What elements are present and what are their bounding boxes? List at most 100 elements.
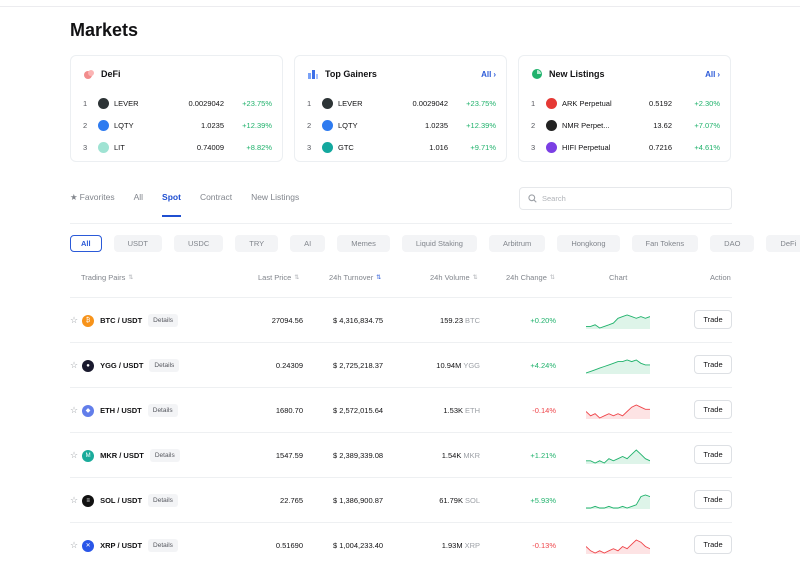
- pair-name[interactable]: MKR / USDT: [100, 451, 144, 460]
- pair-name[interactable]: SOL / USDT: [100, 496, 143, 505]
- card-list-item[interactable]: 1 ARK Perpetual 0.5192 +2.30%: [531, 92, 720, 114]
- rank: 2: [307, 120, 312, 130]
- pair-name[interactable]: XRP / USDT: [100, 541, 143, 550]
- card-list-item[interactable]: 2 NMR Perpet... 13.62 +7.07%: [531, 114, 720, 136]
- card-top-gainers: Top Gainers All › 1 LEVER 0.0029042 +23.75% 2…: [294, 55, 507, 162]
- volume: 1.54K: [441, 451, 462, 460]
- chip-arbitrum[interactable]: Arbitrum: [488, 235, 546, 252]
- coin-name: NMR Perpet...: [562, 120, 610, 130]
- coin-price: 0.0029042: [412, 98, 448, 108]
- card-list-item[interactable]: 3 HIFI Perpetual 0.7216 +4.61%: [531, 136, 720, 158]
- coin-icon: [546, 119, 557, 131]
- details-button[interactable]: Details: [148, 314, 179, 327]
- volume-cell: 61.79K SOL: [410, 478, 480, 523]
- coin-change: +23.75%: [242, 98, 272, 108]
- change: +5.93%: [530, 496, 556, 505]
- trade-button[interactable]: Trade: [694, 310, 732, 329]
- coin-icon: [98, 97, 109, 109]
- tab-favorites[interactable]: ★ Favorites: [70, 192, 115, 211]
- star-icon[interactable]: ☆: [70, 495, 79, 505]
- volume: 159.23: [440, 316, 463, 325]
- trade-button[interactable]: Trade: [694, 490, 732, 509]
- trade-button[interactable]: Trade: [694, 400, 732, 419]
- card-list-item[interactable]: 2 LQTY 1.0235 +12.39%: [307, 114, 496, 136]
- header-24h-change[interactable]: 24h Change ⇅: [506, 273, 555, 282]
- star-icon[interactable]: ☆: [70, 315, 79, 325]
- coin-name: LQTY: [114, 120, 134, 130]
- chip-liquid-staking[interactable]: Liquid Staking: [401, 235, 477, 252]
- chip-memes[interactable]: Memes: [337, 235, 390, 252]
- market-cards: DeFi 1 LEVER 0.0029042 +23.75% 2 LQTY 1.0235 +1…: [70, 55, 732, 162]
- sparkline-area: [586, 539, 650, 554]
- chip-defi[interactable]: DeFi: [766, 235, 800, 252]
- star-icon: ★: [70, 192, 78, 202]
- header-label: Action: [710, 273, 731, 282]
- star-icon[interactable]: ☆: [70, 450, 79, 460]
- chip-usdc[interactable]: USDC: [174, 235, 224, 252]
- volume-unit: SOL: [464, 496, 480, 505]
- header-last-price[interactable]: Last Price ⇅: [258, 273, 299, 282]
- rank: 3: [531, 142, 536, 152]
- card-list-item[interactable]: 1 LEVER 0.0029042 +23.75%: [83, 92, 272, 114]
- category-chips: All USDT USDC TRY AI Memes Liquid Staking Arbit…: [70, 235, 800, 252]
- new-listings-all-link[interactable]: All ›: [705, 70, 720, 79]
- header-24h-turnover[interactable]: 24h Turnover ⇅: [329, 273, 381, 282]
- coin-change: +8.82%: [246, 142, 272, 152]
- chip-try[interactable]: TRY: [235, 235, 279, 252]
- tab-contract[interactable]: Contract: [200, 192, 232, 211]
- trade-button[interactable]: Trade: [694, 355, 732, 374]
- coin-icon: [322, 119, 333, 131]
- table-row: ☆ M MKR / USDT Details 1547.59 $ 2,389,339.08…: [70, 432, 732, 477]
- pair-name[interactable]: YGG / USDT: [100, 361, 144, 370]
- sparkline-line: [586, 314, 650, 329]
- search-input[interactable]: [542, 194, 712, 203]
- tab-spot[interactable]: Spot: [162, 192, 181, 217]
- details-button[interactable]: Details: [149, 449, 180, 462]
- details-button[interactable]: Details: [148, 539, 178, 552]
- card-list-item[interactable]: 2 LQTY 1.0235 +12.39%: [83, 114, 272, 136]
- tab-new-listings[interactable]: New Listings: [251, 192, 299, 211]
- chip-ai[interactable]: AI: [290, 235, 326, 252]
- pair-name[interactable]: BTC / USDT: [100, 316, 143, 325]
- header-24h-volume[interactable]: 24h Volume ⇅: [430, 273, 478, 282]
- tab-all[interactable]: All: [134, 192, 143, 211]
- top-gainers-all-link[interactable]: All ›: [481, 70, 496, 79]
- turnover: $ 1,004,233.40: [333, 541, 384, 550]
- card-list-item[interactable]: 1 LEVER 0.0029042 +23.75%: [307, 92, 496, 114]
- volume-cell: 159.23 BTC: [410, 298, 480, 343]
- chip-usdt[interactable]: USDT: [113, 235, 163, 252]
- header-trading-pairs[interactable]: Trading Pairs ⇅: [81, 273, 133, 282]
- volume-unit: ETH: [465, 406, 480, 415]
- details-button[interactable]: Details: [147, 404, 178, 417]
- details-button[interactable]: Details: [149, 359, 180, 372]
- chip-dao[interactable]: DAO: [710, 235, 755, 252]
- chip-hongkong[interactable]: Hongkong: [557, 235, 620, 252]
- details-button[interactable]: Details: [148, 494, 178, 507]
- star-icon[interactable]: ☆: [70, 360, 79, 370]
- tab-label: Contract: [199, 192, 233, 202]
- trade-button[interactable]: Trade: [694, 445, 732, 464]
- change: +4.24%: [530, 361, 556, 370]
- chip-all[interactable]: All: [70, 235, 102, 252]
- chip-fan-tokens[interactable]: Fan Tokens: [631, 235, 699, 252]
- star-icon[interactable]: ☆: [70, 540, 79, 550]
- change: +0.20%: [530, 316, 556, 325]
- volume-cell: 10.94M YGG: [410, 343, 480, 388]
- volume-unit: XRP: [464, 541, 480, 550]
- header-label: 24h Change: [506, 273, 547, 282]
- volume-unit: YGG: [463, 361, 480, 370]
- coin-price: 0.7216: [649, 142, 672, 152]
- header-label: Last Price: [258, 273, 292, 282]
- card-list-item[interactable]: 3 GTC 1.016 +9.71%: [307, 136, 496, 158]
- top-divider: [0, 6, 800, 7]
- card-list-item[interactable]: 3 LIT 0.74009 +8.82%: [83, 136, 272, 158]
- sparkline-area: [586, 359, 650, 374]
- sparkline-line: [586, 448, 650, 464]
- sparkline-line: [586, 358, 650, 373]
- sparkline-area: [586, 449, 650, 464]
- trade-button[interactable]: Trade: [694, 535, 732, 554]
- coin-icon: ◆: [82, 404, 95, 417]
- volume: 1.53K: [443, 406, 463, 415]
- star-icon[interactable]: ☆: [70, 405, 79, 415]
- pair-name[interactable]: ETH / USDT: [100, 406, 142, 415]
